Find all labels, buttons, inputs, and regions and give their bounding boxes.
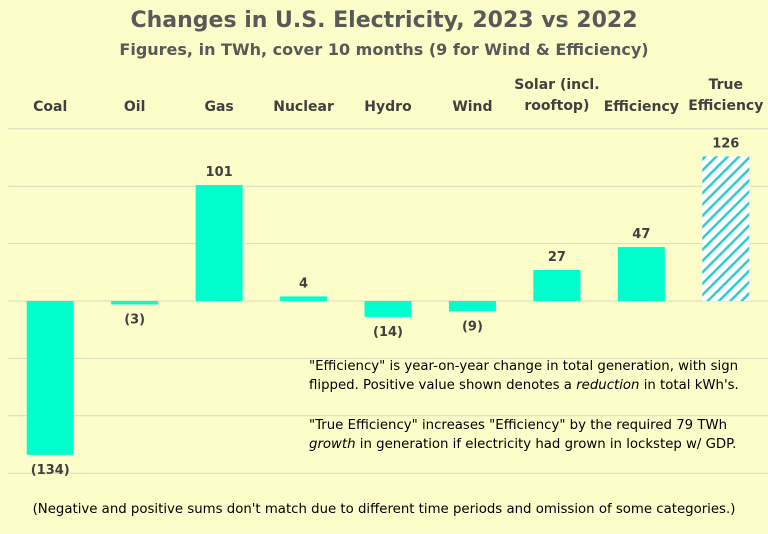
value-label: (134): [31, 463, 70, 478]
value-label: 101: [206, 165, 233, 180]
bar-efficiency: [617, 247, 665, 301]
bar-gas: [195, 185, 243, 301]
labels: (134) Coal (3) Oil 101 Gas 4 Nuclear (14) Hydro (9…: [31, 77, 764, 478]
efficiency-note: "Efficiency" is year-on-year change in t…: [309, 357, 749, 395]
category-label: Wind: [452, 99, 492, 115]
category-label: Nuclear: [273, 99, 334, 115]
value-label: 4: [299, 276, 308, 291]
value-label: (3): [124, 312, 145, 327]
efficiency-note-text: "Efficiency" is year-on-year change in t…: [309, 359, 739, 393]
value-label: (9): [462, 319, 483, 334]
bar-solar-incl-rooftop: [533, 270, 581, 301]
category-label: True: [709, 77, 743, 93]
value-label: (14): [373, 325, 403, 340]
bar-true-efficiency: [702, 156, 750, 301]
true-efficiency-note: "True Efficiency" increases "Efficiency"…: [309, 416, 749, 454]
value-label: 27: [548, 250, 566, 265]
true-efficiency-note-emphasis: growth: [309, 437, 356, 452]
category-label: Oil: [124, 99, 146, 115]
value-label: 47: [632, 227, 650, 242]
category-label: Hydro: [364, 99, 412, 115]
category-label: Gas: [204, 99, 233, 115]
category-label: Efficiency: [604, 99, 679, 115]
category-label: Efficiency: [688, 98, 763, 114]
efficiency-note-emphasis: reduction: [576, 378, 640, 393]
value-label: 126: [712, 136, 739, 151]
chart-subtitle: Figures, in TWh, cover 10 months (9 for …: [119, 40, 649, 59]
bar-coal: [26, 301, 74, 455]
footnote: (Negative and positive sums don't match …: [32, 502, 736, 517]
bar-hydro: [364, 301, 412, 318]
bars: [26, 156, 750, 455]
true-efficiency-note-tail: in generation if electricity had grown i…: [355, 437, 737, 452]
bar-oil: [111, 301, 159, 305]
category-label: Coal: [33, 99, 67, 115]
bar-wind: [448, 301, 496, 312]
category-label: Solar (incl.: [514, 77, 599, 93]
category-label: rooftop): [524, 98, 589, 114]
efficiency-note-tail: in total kWh's.: [639, 378, 739, 393]
bar-nuclear: [280, 296, 328, 301]
true-efficiency-note-text: "True Efficiency" increases "Efficiency"…: [309, 418, 728, 433]
chart-title: Changes in U.S. Electricity, 2023 vs 202…: [130, 8, 638, 33]
